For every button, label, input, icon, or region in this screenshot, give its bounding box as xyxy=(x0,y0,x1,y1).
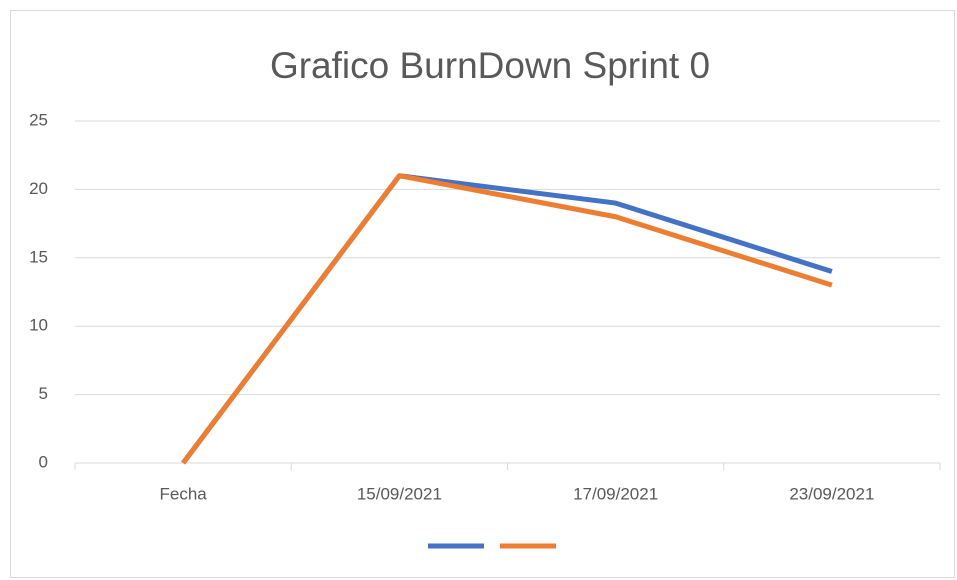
y-tick-label: 20 xyxy=(29,179,48,198)
x-tick-label: Fecha xyxy=(160,484,208,503)
line-series xyxy=(181,173,833,465)
x-tick-label: 17/09/2021 xyxy=(573,484,658,503)
x-tick-label: 15/09/2021 xyxy=(357,484,442,503)
y-tick-label: 5 xyxy=(39,384,48,403)
y-tick-label: 0 xyxy=(39,452,48,471)
chart-border xyxy=(10,10,955,578)
y-tick-label: 15 xyxy=(29,247,48,266)
x-tick-label: 23/09/2021 xyxy=(789,484,874,503)
chart-title: Grafico BurnDown Sprint 0 xyxy=(270,45,710,86)
y-tick-label: 25 xyxy=(29,110,48,129)
y-tick-label: 10 xyxy=(29,316,48,335)
